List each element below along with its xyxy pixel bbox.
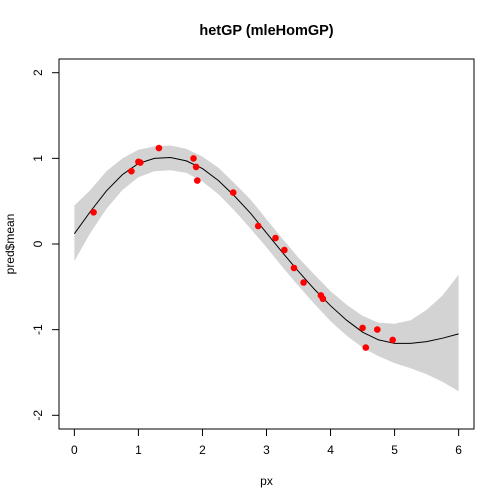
data-point <box>190 155 197 162</box>
confidence-band <box>74 145 459 392</box>
y-axis: -2 -1 0 1 2 <box>31 69 60 421</box>
x-tick-label: 3 <box>263 443 270 457</box>
y-axis-label: pred$mean <box>3 214 17 275</box>
data-point <box>272 234 279 242</box>
x-tick-label: 1 <box>135 443 142 457</box>
data-point <box>90 209 97 216</box>
data-point <box>192 163 200 171</box>
data-point <box>300 279 307 286</box>
data-point <box>319 295 327 303</box>
data-points-layer <box>90 144 397 351</box>
x-tick-label: 6 <box>455 443 462 457</box>
y-tick-label: -1 <box>31 324 45 335</box>
data-point <box>194 177 201 184</box>
x-axis: 0 1 2 3 4 5 6 <box>71 428 462 457</box>
data-point <box>290 264 298 272</box>
y-tick-label: 0 <box>31 240 45 247</box>
data-point <box>254 222 262 230</box>
data-point <box>389 336 397 344</box>
confidence-band-layer <box>74 145 459 392</box>
x-axis-label: px <box>260 474 273 488</box>
chart-title: hetGP (mleHomGP) <box>199 23 333 39</box>
x-tick-label: 2 <box>199 443 206 457</box>
mean-line-layer <box>73 156 459 344</box>
data-point <box>128 167 135 175</box>
x-tick-label: 0 <box>71 443 78 457</box>
data-point <box>374 326 381 333</box>
data-point <box>359 324 366 332</box>
data-point <box>281 246 288 254</box>
y-tick-label: -2 <box>31 410 45 421</box>
data-point <box>229 189 237 196</box>
y-tick-label: 1 <box>31 155 45 162</box>
data-point <box>155 144 163 152</box>
data-point <box>137 159 144 166</box>
x-tick-label: 4 <box>327 443 334 457</box>
data-point <box>362 344 370 351</box>
x-tick-label: 5 <box>391 443 398 457</box>
mean-line <box>73 156 459 344</box>
y-tick-label: 2 <box>31 69 45 76</box>
